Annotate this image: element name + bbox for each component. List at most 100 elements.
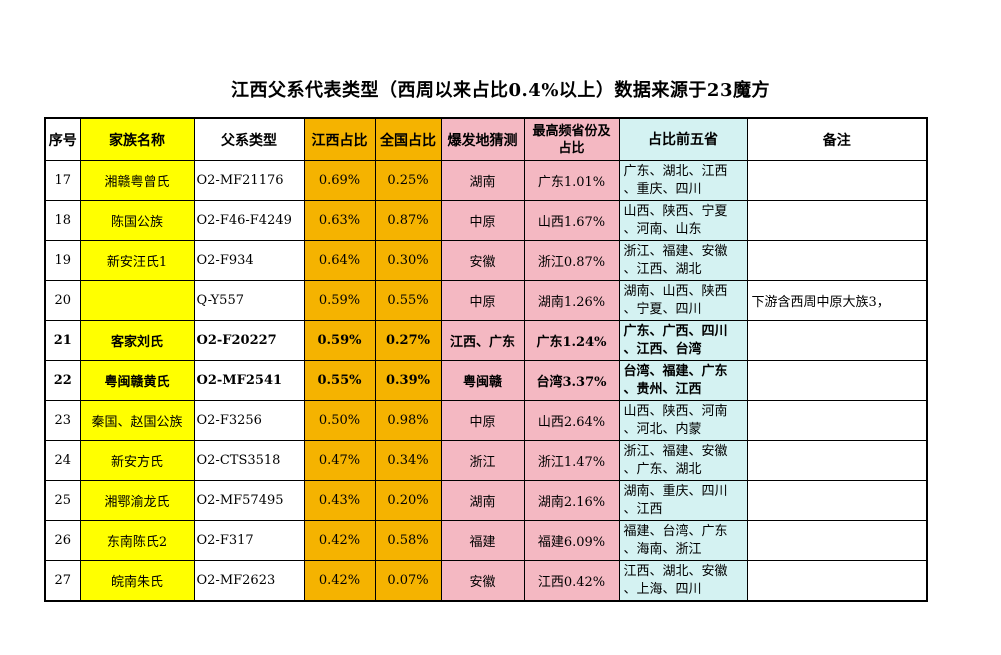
- cell-index[interactable]: 24: [44, 440, 81, 481]
- cell-top-five-provinces[interactable]: 湖南、山西、陕西 、宁夏、四川: [618, 280, 748, 321]
- cell-top-province[interactable]: 山西2.64%: [523, 400, 620, 441]
- cell-note[interactable]: [746, 520, 928, 561]
- header-paternal-type[interactable]: 父系类型: [193, 117, 305, 161]
- cell-paternal-type[interactable]: O2-F20227: [193, 320, 305, 361]
- cell-national-ratio[interactable]: 0.34%: [374, 440, 442, 481]
- cell-note[interactable]: [746, 200, 928, 241]
- cell-family-name[interactable]: 东南陈氏2: [79, 520, 195, 561]
- cell-national-ratio[interactable]: 0.87%: [374, 200, 442, 241]
- cell-top-five-provinces[interactable]: 湖南、重庆、四川 、江西: [618, 480, 748, 521]
- cell-family-name[interactable]: 客家刘氏: [79, 320, 195, 361]
- cell-paternal-type[interactable]: O2-MF57495: [193, 480, 305, 521]
- cell-top-five-provinces[interactable]: 福建、台湾、广东 、海南、浙江: [618, 520, 748, 561]
- cell-top-province[interactable]: 广东1.01%: [523, 160, 620, 201]
- cell-origin-guess[interactable]: 中原: [440, 200, 525, 241]
- header-top-province[interactable]: 最高频省份及 占比: [523, 117, 620, 161]
- cell-origin-guess[interactable]: 湖南: [440, 160, 525, 201]
- cell-note[interactable]: [746, 320, 928, 361]
- cell-top-province[interactable]: 台湾3.37%: [523, 360, 620, 401]
- cell-top-province[interactable]: 湖南2.16%: [523, 480, 620, 521]
- cell-family-name[interactable]: 湘鄂渝龙氏: [79, 480, 195, 521]
- cell-note[interactable]: [746, 240, 928, 281]
- header-top-five-provinces[interactable]: 占比前五省: [618, 117, 748, 161]
- cell-index[interactable]: 19: [44, 240, 81, 281]
- cell-index[interactable]: 25: [44, 480, 81, 521]
- cell-national-ratio[interactable]: 0.07%: [374, 560, 442, 602]
- cell-top-province[interactable]: 浙江0.87%: [523, 240, 620, 281]
- cell-jiangxi-ratio[interactable]: 0.64%: [303, 240, 376, 281]
- cell-note[interactable]: [746, 360, 928, 401]
- cell-top-five-provinces[interactable]: 台湾、福建、广东 、贵州、江西: [618, 360, 748, 401]
- cell-jiangxi-ratio[interactable]: 0.69%: [303, 160, 376, 201]
- cell-index[interactable]: 27: [44, 560, 81, 602]
- cell-index[interactable]: 18: [44, 200, 81, 241]
- cell-index[interactable]: 21: [44, 320, 81, 361]
- cell-note[interactable]: [746, 560, 928, 602]
- cell-origin-guess[interactable]: 湖南: [440, 480, 525, 521]
- cell-family-name[interactable]: 湘赣粤曾氏: [79, 160, 195, 201]
- cell-family-name[interactable]: 秦国、赵国公族: [79, 400, 195, 441]
- cell-family-name[interactable]: 皖南朱氏: [79, 560, 195, 602]
- cell-family-name[interactable]: 陈国公族: [79, 200, 195, 241]
- cell-family-name[interactable]: 粤闽赣黄氏: [79, 360, 195, 401]
- cell-top-province[interactable]: 山西1.67%: [523, 200, 620, 241]
- cell-top-five-provinces[interactable]: 江西、湖北、安徽 、上海、四川: [618, 560, 748, 602]
- cell-national-ratio[interactable]: 0.98%: [374, 400, 442, 441]
- cell-paternal-type[interactable]: O2-MF21176: [193, 160, 305, 201]
- cell-top-five-provinces[interactable]: 广东、广西、四川 、江西、台湾: [618, 320, 748, 361]
- cell-jiangxi-ratio[interactable]: 0.42%: [303, 520, 376, 561]
- cell-note[interactable]: 下游含西周中原大族3，: [746, 280, 928, 321]
- cell-paternal-type[interactable]: Q-Y557: [193, 280, 305, 321]
- header-jiangxi-ratio[interactable]: 江西占比: [303, 117, 376, 161]
- cell-top-five-provinces[interactable]: 广东、湖北、江西 、重庆、四川: [618, 160, 748, 201]
- cell-top-five-provinces[interactable]: 山西、陕西、宁夏 、河南、山东: [618, 200, 748, 241]
- header-index[interactable]: 序号: [44, 117, 81, 161]
- cell-paternal-type[interactable]: O2-F3256: [193, 400, 305, 441]
- cell-note[interactable]: [746, 400, 928, 441]
- cell-index[interactable]: 17: [44, 160, 81, 201]
- cell-jiangxi-ratio[interactable]: 0.42%: [303, 560, 376, 602]
- cell-index[interactable]: 20: [44, 280, 81, 321]
- cell-national-ratio[interactable]: 0.58%: [374, 520, 442, 561]
- cell-national-ratio[interactable]: 0.20%: [374, 480, 442, 521]
- cell-top-province[interactable]: 广东1.24%: [523, 320, 620, 361]
- cell-jiangxi-ratio[interactable]: 0.43%: [303, 480, 376, 521]
- cell-origin-guess[interactable]: 江西、广东: [440, 320, 525, 361]
- cell-paternal-type[interactable]: O2-MF2541: [193, 360, 305, 401]
- cell-top-province[interactable]: 福建6.09%: [523, 520, 620, 561]
- cell-national-ratio[interactable]: 0.39%: [374, 360, 442, 401]
- cell-national-ratio[interactable]: 0.30%: [374, 240, 442, 281]
- cell-origin-guess[interactable]: 安徽: [440, 560, 525, 602]
- cell-jiangxi-ratio[interactable]: 0.50%: [303, 400, 376, 441]
- cell-origin-guess[interactable]: 福建: [440, 520, 525, 561]
- cell-top-five-provinces[interactable]: 浙江、福建、安徽 、广东、湖北: [618, 440, 748, 481]
- cell-family-name[interactable]: 新安方氏: [79, 440, 195, 481]
- cell-origin-guess[interactable]: 中原: [440, 400, 525, 441]
- cell-top-province[interactable]: 浙江1.47%: [523, 440, 620, 481]
- cell-note[interactable]: [746, 480, 928, 521]
- header-family-name[interactable]: 家族名称: [79, 117, 195, 161]
- cell-index[interactable]: 26: [44, 520, 81, 561]
- cell-paternal-type[interactable]: O2-F317: [193, 520, 305, 561]
- cell-index[interactable]: 23: [44, 400, 81, 441]
- cell-note[interactable]: [746, 440, 928, 481]
- cell-paternal-type[interactable]: O2-F46-F4249: [193, 200, 305, 241]
- header-origin-guess[interactable]: 爆发地猜测: [440, 117, 525, 161]
- cell-paternal-type[interactable]: O2-CTS3518: [193, 440, 305, 481]
- cell-origin-guess[interactable]: 粤闽赣: [440, 360, 525, 401]
- cell-family-name[interactable]: [79, 280, 195, 321]
- cell-national-ratio[interactable]: 0.55%: [374, 280, 442, 321]
- cell-origin-guess[interactable]: 中原: [440, 280, 525, 321]
- cell-top-province[interactable]: 湖南1.26%: [523, 280, 620, 321]
- cell-national-ratio[interactable]: 0.25%: [374, 160, 442, 201]
- cell-index[interactable]: 22: [44, 360, 81, 401]
- cell-top-province[interactable]: 江西0.42%: [523, 560, 620, 602]
- cell-top-five-provinces[interactable]: 浙江、福建、安徽 、江西、湖北: [618, 240, 748, 281]
- cell-paternal-type[interactable]: O2-F934: [193, 240, 305, 281]
- cell-jiangxi-ratio[interactable]: 0.59%: [303, 320, 376, 361]
- header-national-ratio[interactable]: 全国占比: [374, 117, 442, 161]
- cell-jiangxi-ratio[interactable]: 0.55%: [303, 360, 376, 401]
- cell-origin-guess[interactable]: 浙江: [440, 440, 525, 481]
- cell-national-ratio[interactable]: 0.27%: [374, 320, 442, 361]
- cell-paternal-type[interactable]: O2-MF2623: [193, 560, 305, 602]
